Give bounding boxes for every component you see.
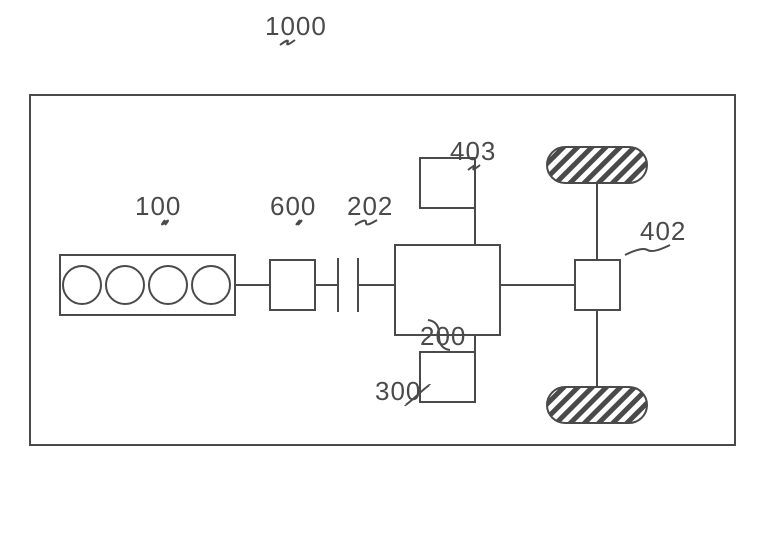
engine-block <box>60 255 235 315</box>
wheel-top-icon <box>547 147 647 183</box>
label-mg1: 403 <box>450 136 496 166</box>
label-mg2: 300 <box>375 376 421 406</box>
cylinder-icon <box>63 266 101 304</box>
labels: 1000100600202403200300402 <box>135 11 686 406</box>
coupling-icon <box>338 258 358 312</box>
motor-generator-2-box <box>420 352 475 402</box>
wheel-bottom-icon <box>547 387 647 423</box>
powertrain-diagram: 1000100600202403200300402 <box>0 0 765 549</box>
label-input: 202 <box>347 191 393 221</box>
label-clutch: 600 <box>270 191 316 221</box>
cylinder-icon <box>192 266 230 304</box>
cylinder-icon <box>149 266 187 304</box>
cylinder-icon <box>106 266 144 304</box>
differential-box <box>575 260 620 310</box>
label-assembly: 1000 <box>265 11 327 41</box>
label-diff: 402 <box>640 216 686 246</box>
label-engine: 100 <box>135 191 181 221</box>
clutch-box <box>270 260 315 310</box>
